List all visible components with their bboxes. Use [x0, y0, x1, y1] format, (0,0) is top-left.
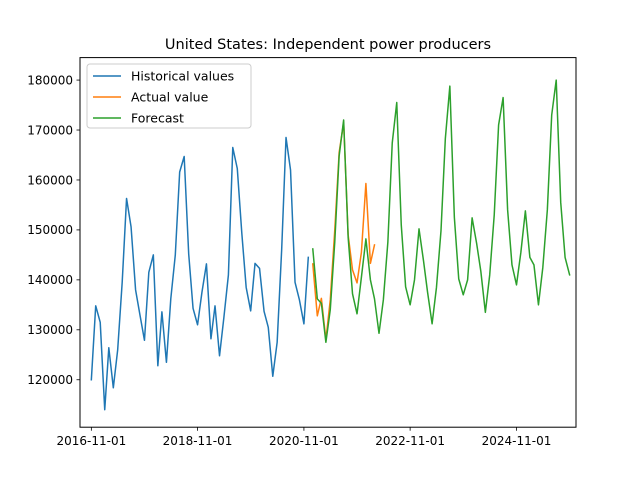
legend-label: Historical values: [131, 69, 234, 84]
y-tick-label: 170000: [27, 123, 73, 137]
y-axis-ticks: 120000 130000 140000 150000 160000 170000 1800…: [27, 73, 80, 387]
series-line-forecast: [311, 79, 571, 344]
x-tick-label: 2024-11-01: [482, 434, 552, 448]
plot-frame: [79, 57, 577, 428]
y-tick-label: 160000: [27, 173, 73, 187]
x-tick-label: 2022-11-01: [375, 434, 445, 448]
x-axis-ticks: 2016-11-01 2018-11-01 2020-11-01 2022-11-01…: [56, 427, 551, 448]
y-tick-label: 150000: [27, 223, 73, 237]
y-tick-label: 180000: [27, 73, 73, 87]
y-tick-label: 140000: [27, 273, 73, 287]
x-tick-label: 2016-11-01: [56, 434, 126, 448]
series-line-historical-values: [90, 136, 310, 411]
x-tick-label: 2020-11-01: [269, 434, 339, 448]
y-tick-label: 120000: [27, 373, 73, 387]
legend: Historical values Actual value Forecast: [86, 63, 252, 129]
chart-title: United States: Independent power produce…: [165, 37, 491, 53]
series-layer: [90, 79, 571, 411]
legend-item-actual-value: Actual value: [93, 90, 209, 105]
x-tick-label: 2018-11-01: [163, 434, 233, 448]
series-historical-values: [90, 136, 310, 411]
legend-label: Actual value: [131, 90, 209, 105]
legend-box: [86, 63, 252, 129]
legend-item-historical-values: Historical values: [93, 69, 234, 84]
legend-label: Forecast: [131, 111, 184, 126]
y-tick-label: 130000: [27, 323, 73, 337]
series-forecast: [311, 79, 571, 344]
legend-item-forecast: Forecast: [93, 111, 184, 126]
